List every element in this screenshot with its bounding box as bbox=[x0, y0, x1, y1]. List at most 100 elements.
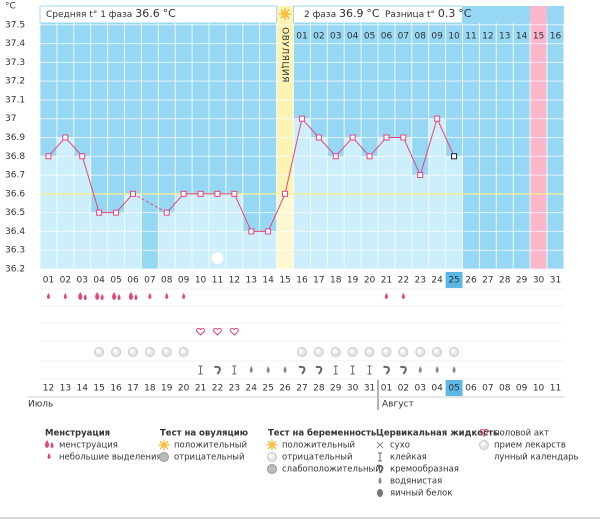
creamy bbox=[214, 365, 221, 375]
sun-ray bbox=[165, 440, 169, 444]
phase2-day: 14 bbox=[516, 32, 528, 42]
temperature-point bbox=[45, 153, 52, 160]
phase2-day: 06 bbox=[381, 32, 393, 42]
creamy bbox=[298, 365, 306, 375]
pill-shine bbox=[180, 349, 185, 353]
cycle-day: 01 bbox=[43, 276, 54, 286]
heart bbox=[212, 328, 222, 336]
temperature-point bbox=[282, 190, 289, 197]
temperature-point bbox=[231, 190, 238, 197]
watery bbox=[283, 366, 287, 373]
pill-shine bbox=[269, 454, 273, 458]
temperature-bar bbox=[107, 212, 125, 269]
temperature-bar bbox=[411, 175, 429, 269]
sun-ray bbox=[267, 440, 271, 444]
y-tick-label: 37.5 bbox=[5, 20, 25, 30]
watery bbox=[266, 366, 270, 373]
date: 02 bbox=[398, 384, 409, 394]
temperature-point bbox=[434, 115, 441, 122]
temperature-point bbox=[417, 172, 424, 179]
sun-icon bbox=[281, 10, 289, 18]
pill-shine bbox=[298, 349, 303, 353]
drop bbox=[83, 294, 87, 300]
drop bbox=[128, 292, 133, 300]
today-highlight bbox=[445, 380, 463, 396]
pill-shine bbox=[400, 349, 405, 353]
date: 20 bbox=[178, 384, 190, 394]
date: 04 bbox=[431, 384, 443, 394]
date: 08 bbox=[499, 384, 511, 394]
pill-shine bbox=[96, 349, 101, 353]
sun-ray bbox=[287, 16, 290, 19]
date: 14 bbox=[77, 384, 89, 394]
drop-small bbox=[384, 293, 388, 299]
today-highlight bbox=[445, 272, 463, 288]
temperature-point bbox=[298, 115, 305, 122]
cycle-day: 19 bbox=[347, 276, 359, 286]
legend-label: слабоположительный bbox=[282, 465, 381, 475]
y-tick-label: 36.9 bbox=[5, 133, 25, 143]
drop-small bbox=[182, 293, 186, 299]
cycle-day: 14 bbox=[262, 276, 274, 286]
drop-small bbox=[46, 293, 50, 299]
phase2-day: 15 bbox=[533, 32, 544, 42]
date: 21 bbox=[195, 384, 206, 394]
phase2-day: 02 bbox=[313, 32, 324, 42]
phase2-day: 09 bbox=[431, 32, 443, 42]
cycle-day: 10 bbox=[195, 276, 207, 286]
cycle-day: 17 bbox=[313, 276, 324, 286]
temperature-bar bbox=[56, 137, 74, 269]
watery bbox=[452, 366, 456, 373]
phase2-day: 11 bbox=[465, 32, 476, 42]
temperature-point bbox=[349, 134, 356, 141]
date: 07 bbox=[482, 384, 493, 394]
cycle-day: 12 bbox=[229, 276, 240, 286]
temperature-bar bbox=[158, 212, 176, 269]
phase2-day: 16 bbox=[550, 32, 562, 42]
legend-label: лунный календарь bbox=[494, 453, 579, 463]
sun-ray bbox=[267, 446, 271, 450]
legend-label: сухо bbox=[390, 441, 410, 451]
temperature-point bbox=[400, 134, 407, 141]
y-tick-label: 36.6 bbox=[5, 189, 25, 199]
temperature-point bbox=[163, 209, 170, 216]
sun-ray bbox=[287, 9, 290, 12]
temperature-point bbox=[197, 190, 204, 197]
creamy bbox=[315, 365, 323, 375]
drop-small bbox=[148, 293, 152, 299]
phase2-day: 12 bbox=[482, 32, 493, 42]
date: 05 bbox=[448, 384, 459, 394]
watery bbox=[435, 366, 439, 373]
sun-ray bbox=[159, 446, 163, 450]
sun-ray bbox=[273, 446, 277, 450]
y-tick-label: 36.7 bbox=[5, 171, 25, 181]
cycle-day: 18 bbox=[330, 276, 342, 286]
temperature-point bbox=[332, 153, 339, 160]
drop-small bbox=[47, 453, 51, 459]
creamy bbox=[400, 365, 407, 375]
legend-label: менструация bbox=[59, 441, 118, 451]
chart-background bbox=[39, 5, 565, 270]
sticky bbox=[367, 365, 372, 375]
label: Разница t° bbox=[385, 10, 435, 20]
y-tick-label: 37.2 bbox=[5, 77, 25, 87]
date: 19 bbox=[161, 384, 173, 394]
temperature-point bbox=[96, 209, 103, 216]
sticky bbox=[350, 365, 355, 375]
date: 31 bbox=[364, 384, 375, 394]
pill-shine bbox=[315, 349, 320, 353]
pill-shine bbox=[383, 349, 388, 353]
pill-shine bbox=[481, 442, 485, 446]
cycle-day: 07 bbox=[144, 276, 155, 286]
legend-title: Менструация bbox=[45, 429, 110, 439]
watery bbox=[249, 366, 253, 373]
watery bbox=[418, 366, 422, 373]
date: 01 bbox=[381, 384, 392, 394]
cycle-day: 21 bbox=[381, 276, 392, 286]
cycle-day: 05 bbox=[110, 276, 121, 286]
date: 06 bbox=[465, 384, 477, 394]
drop bbox=[112, 292, 117, 300]
month-label: Июль bbox=[28, 400, 53, 410]
legend-label: половой акт bbox=[494, 429, 549, 439]
pill-shine bbox=[163, 349, 168, 353]
